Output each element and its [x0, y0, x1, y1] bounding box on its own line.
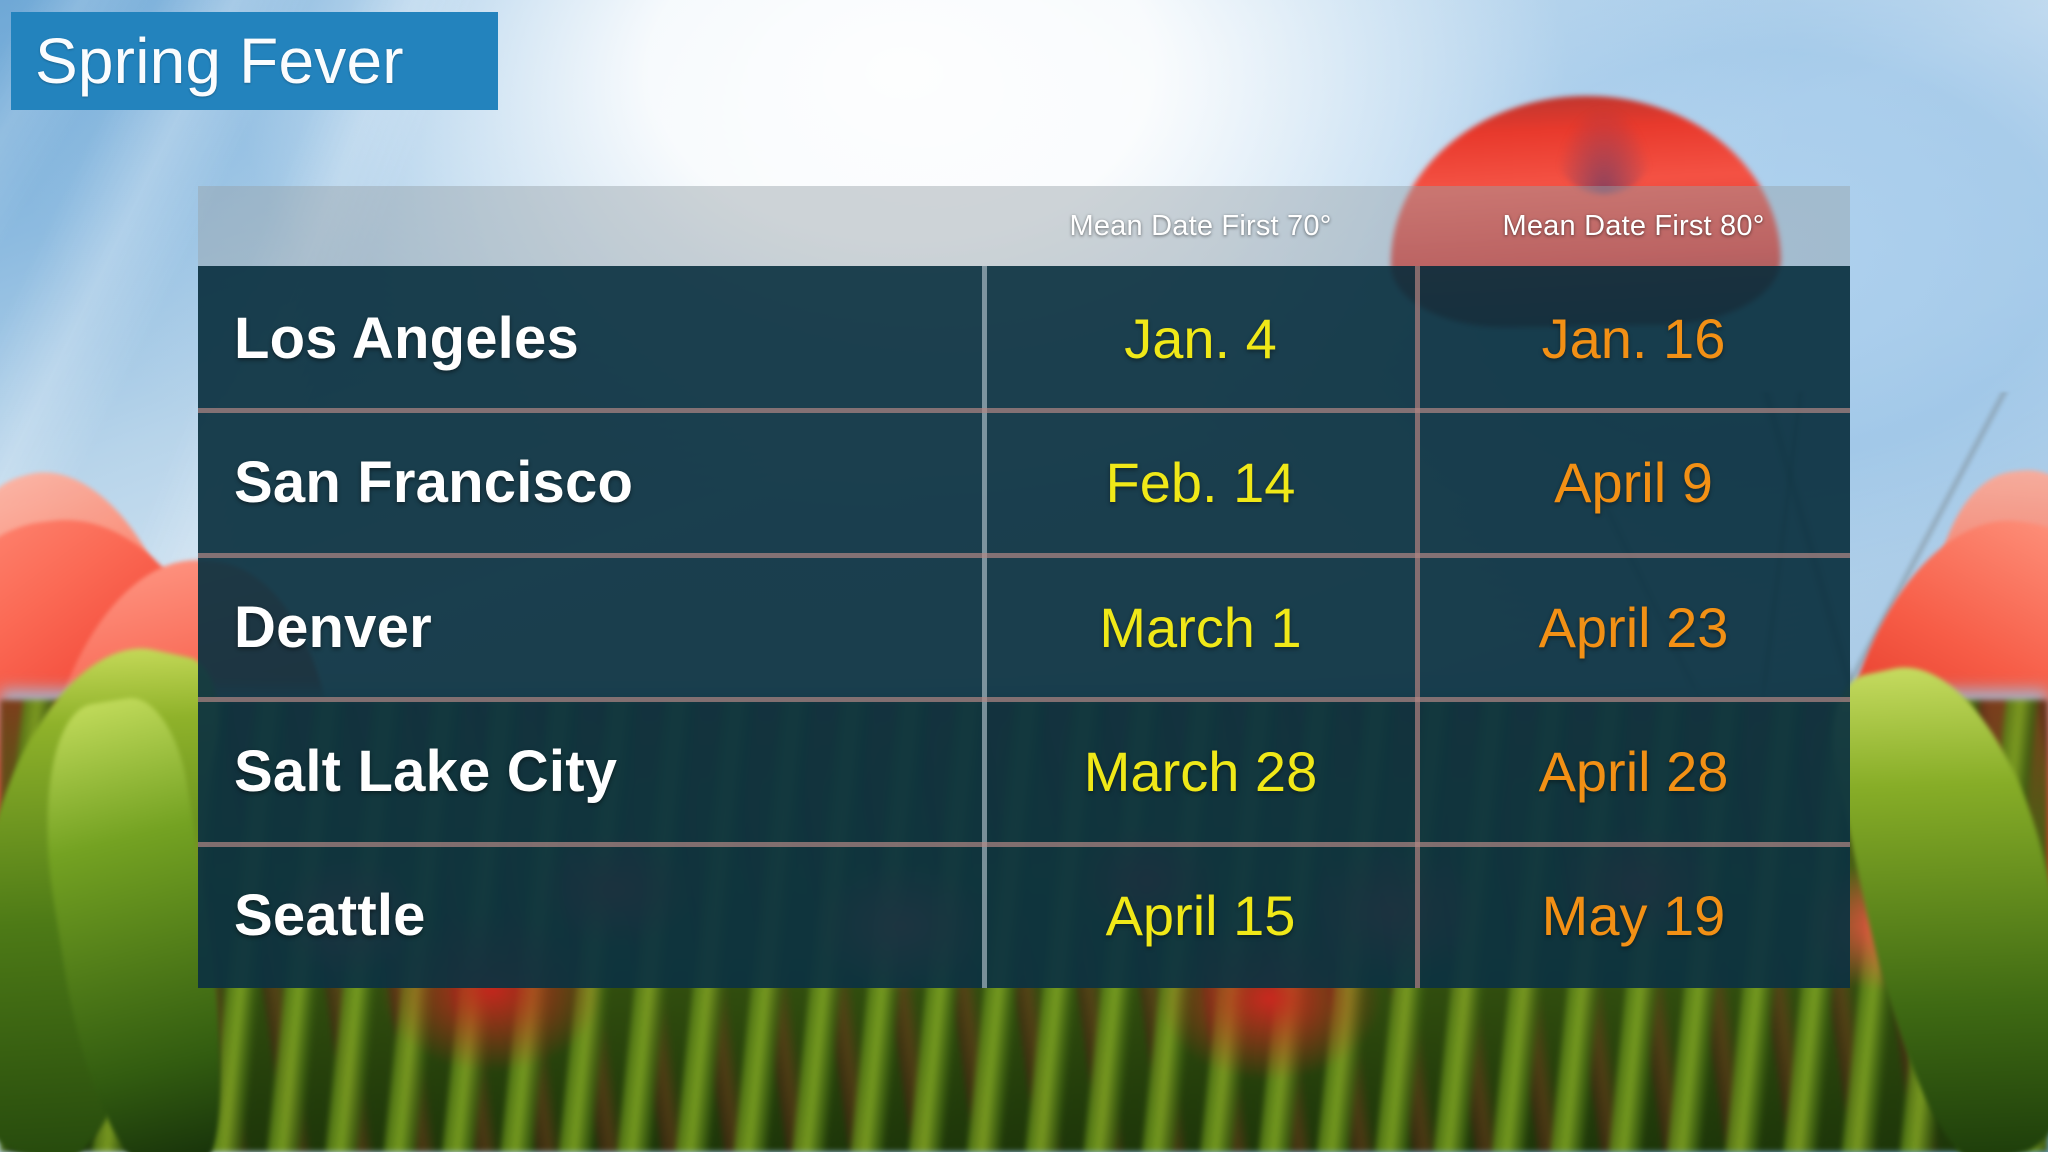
- table-row: Denver March 1 April 23: [198, 552, 1850, 700]
- header-cell-first80: Mean Date First 80°: [1417, 186, 1850, 266]
- city-label: Seattle: [234, 883, 426, 949]
- first80-value: April 23: [1538, 595, 1729, 659]
- page-title: Spring Fever: [35, 25, 404, 97]
- city-label: Los Angeles: [234, 305, 579, 371]
- table-row: Los Angeles Jan. 4 Jan. 16: [198, 266, 1850, 411]
- first70-value: March 28: [1083, 739, 1318, 803]
- table-row: Seattle April 15 May 19: [198, 841, 1850, 989]
- first70-value: April 15: [1105, 884, 1296, 948]
- cell-first80: April 28: [1415, 699, 1850, 845]
- cell-city: Los Angeles: [198, 266, 984, 410]
- first80-value: May 19: [1541, 884, 1726, 948]
- cell-city: Denver: [198, 555, 984, 699]
- header-label-first70: Mean Date First 70°: [1069, 209, 1332, 242]
- first80-value: Jan. 16: [1541, 306, 1726, 370]
- table-body: Los Angeles Jan. 4 Jan. 16 San Francisco…: [198, 266, 1850, 989]
- cell-first70: March 28: [982, 699, 1417, 845]
- cell-city: Salt Lake City: [198, 699, 984, 843]
- first80-value: April 9: [1554, 451, 1713, 515]
- cell-first70: Feb. 14: [982, 410, 1417, 556]
- header-label-first80: Mean Date First 80°: [1502, 209, 1765, 242]
- header-cell-city: [198, 186, 984, 266]
- cell-first80: Jan. 16: [1415, 266, 1850, 411]
- first70-value: March 1: [1099, 595, 1302, 659]
- city-label: Salt Lake City: [234, 738, 618, 804]
- cell-first80: April 9: [1415, 410, 1850, 556]
- city-label: San Francisco: [234, 450, 634, 516]
- cell-first80: April 23: [1415, 554, 1850, 700]
- spring-fever-table: Mean Date First 70° Mean Date First 80° …: [198, 186, 1850, 989]
- first70-value: Feb. 14: [1105, 451, 1296, 515]
- cell-first70: Jan. 4: [982, 266, 1417, 411]
- cell-first70: April 15: [982, 843, 1417, 989]
- header-cell-first70: Mean Date First 70°: [984, 186, 1417, 266]
- cell-city: San Francisco: [198, 410, 984, 554]
- first80-value: April 28: [1538, 739, 1729, 803]
- table-header-row: Mean Date First 70° Mean Date First 80°: [198, 186, 1850, 266]
- table-row: San Francisco Feb. 14 April 9: [198, 408, 1850, 556]
- city-label: Denver: [234, 594, 432, 660]
- first70-value: Jan. 4: [1124, 306, 1277, 370]
- cell-first70: March 1: [982, 554, 1417, 700]
- tulip-blossom-top-shadow: [1556, 108, 1652, 194]
- cell-first80: May 19: [1415, 843, 1850, 989]
- table-row: Salt Lake City March 28 April 28: [198, 697, 1850, 845]
- cell-city: Seattle: [198, 844, 984, 988]
- title-banner: Spring Fever: [11, 12, 498, 110]
